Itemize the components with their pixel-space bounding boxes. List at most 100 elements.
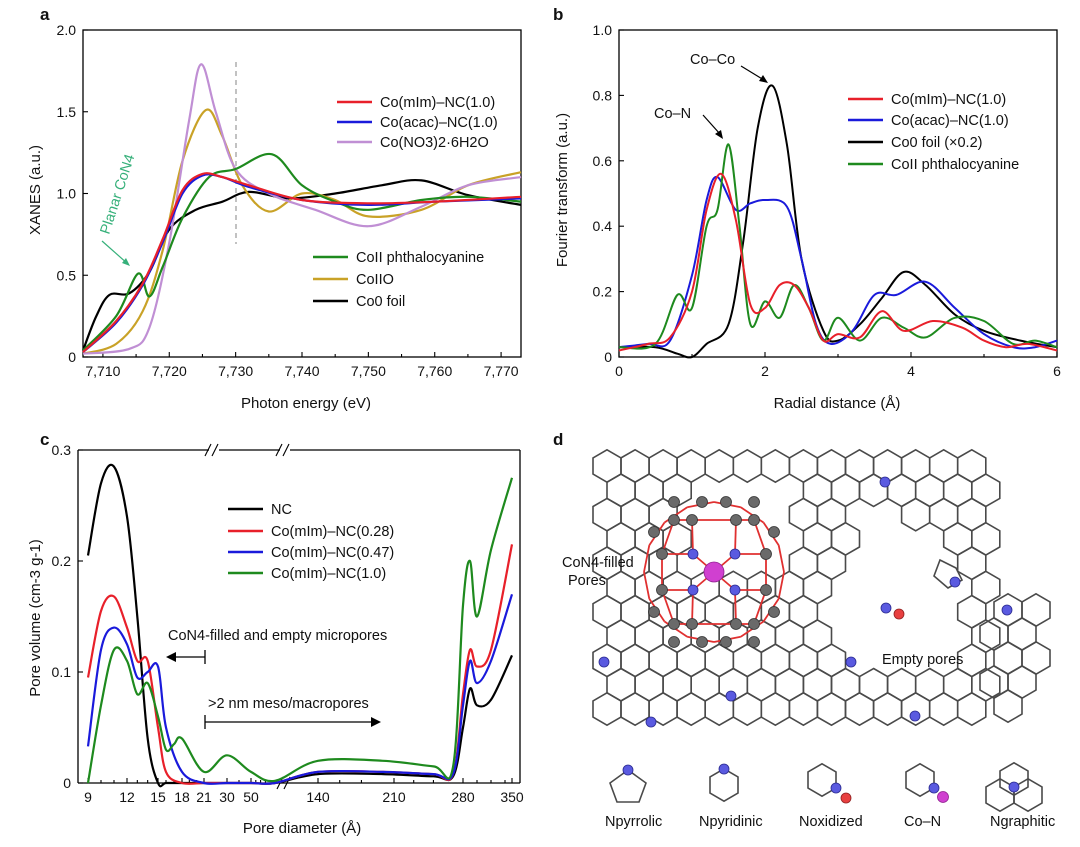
hexagon [620,691,650,727]
legend-entry: Co(mIm)–NC(1.0) [271,566,386,582]
y-tick-label: 0 [68,349,76,365]
hexagon [872,691,903,727]
nitrogen-atom [879,476,891,488]
carbon-atom [760,584,772,596]
key-hexagon [905,762,935,798]
legend-entry: Co(acac)–NC(1.0) [380,115,498,131]
carbon-atom [720,496,732,508]
panel-a-legend-bottom: CoII phthalocyanine CoIIO Co0 foil [313,250,484,310]
x-tick-label: 7,710 [85,363,120,379]
series-line-0 [82,172,522,353]
panel-a: a Photon energy (eV) XANES (a.u.) 7,710 7… [27,5,522,412]
x-tick-label: 280 [451,789,475,805]
panel-b-ylabel: Fourier transform (a.u.) [554,113,571,267]
carbon-atom [768,606,780,618]
co-n-annotation: Co–N [654,106,691,122]
nitrogen-atom [729,548,741,560]
hexagon [1007,664,1037,700]
panel-a-label: a [40,5,50,24]
panel-c-label: c [40,430,49,449]
panel-b-xlabel: Radial distance (Å) [774,395,901,412]
hexagon [816,691,847,727]
nitrogen-atom [598,656,610,668]
carbon-atom [686,618,698,630]
porphyrin-con4-structure [643,496,785,648]
nitrogen-atom [949,576,961,588]
series-line-0 [86,463,513,788]
x-tick-label: 7,740 [284,363,319,379]
key-co-atom [937,791,949,803]
hexagon [900,497,931,532]
legend-entry: Co(acac)–NC(1.0) [891,113,1009,129]
series-line-2 [618,84,1058,359]
cobalt-atom [703,561,725,583]
legend-entry: Co(mIm)–NC(1.0) [891,92,1006,108]
graphene-lattice [592,448,1051,727]
x-tick-label: 140 [306,789,330,805]
x-tick-label: 15 [150,789,166,805]
x-tick-label: 30 [219,789,235,805]
co-co-arrowhead [759,75,768,83]
carbon-atom [686,514,698,526]
legend-entry: Co0 foil (×0.2) [891,135,982,151]
series-line-3 [618,143,1058,350]
co-n-arrow [702,114,721,135]
nitrogen-atom [729,584,741,596]
x-tick-label: 7,720 [152,363,187,379]
carbon-atom [748,636,760,648]
hexagon [956,691,987,727]
bond [777,545,785,573]
series-line-0 [618,172,1058,352]
bond [661,519,675,555]
carbon-atom [720,636,732,648]
x-tick-label: 210 [382,789,406,805]
legend-entry: Co0 foil [356,294,405,310]
hexagon [979,616,1009,652]
hexagon [1021,592,1051,628]
carbon-atom [748,618,760,630]
hexagon [732,691,763,727]
x-tick-label: 0 [615,363,623,379]
series-line-3 [86,477,514,784]
panel-b-frame [618,29,1058,358]
panel-d-label: d [553,430,563,449]
key-n-atom [622,764,634,776]
legend-entry: CoIIO [356,272,394,288]
x-tick-label: 18 [174,789,190,805]
planar-con4-arrow [101,240,129,265]
carbon-atom [748,496,760,508]
co-n-arrowhead [715,130,723,139]
y-tick-label: 0 [63,775,71,791]
series-line-5 [81,178,522,351]
legend-entry: CoII phthalocyanine [356,250,484,266]
key-n-atom [718,763,730,775]
bond [777,571,785,599]
hexagon [760,691,791,727]
carbon-atom [760,548,772,560]
carbon-atom [648,526,660,538]
micropores-annotation: CoN4-filled and empty micropores [168,628,387,644]
key-label-npyrrolic: Npyrrolic [605,814,662,830]
key-label-co-n: Co–N [904,814,941,830]
co-co-arrow [740,65,765,81]
carbon-atom [730,514,742,526]
key-n-atom [1008,781,1020,793]
nitrogen-atom [687,548,699,560]
y-tick-label: 0.4 [593,218,613,234]
hexagon [844,691,875,727]
panel-c-ticks: 9 12 15 18 21 30 50 140 210 280 350 0 0.1 0.2 0.3 [52,442,524,805]
x-tick-label: 7,730 [218,363,253,379]
hexagon [928,691,959,727]
hexagon [676,691,707,727]
key-n-atom [928,782,940,794]
empty-pores-label: Empty pores [882,652,963,668]
y-tick-label: 0 [604,349,612,365]
hexagon [993,640,1023,676]
micropores-arrowhead [166,652,176,662]
panel-a-ticks: 7,710 7,720 7,730 7,740 7,750 7,760 7,770 0 0.5 1… [57,22,519,379]
carbon-atom [668,636,680,648]
legend-entry: Co(NO3)2·6H2O [380,135,489,151]
carbon-atom [668,496,680,508]
x-tick-label: 12 [119,789,135,805]
x-tick-label: 7,760 [417,363,452,379]
